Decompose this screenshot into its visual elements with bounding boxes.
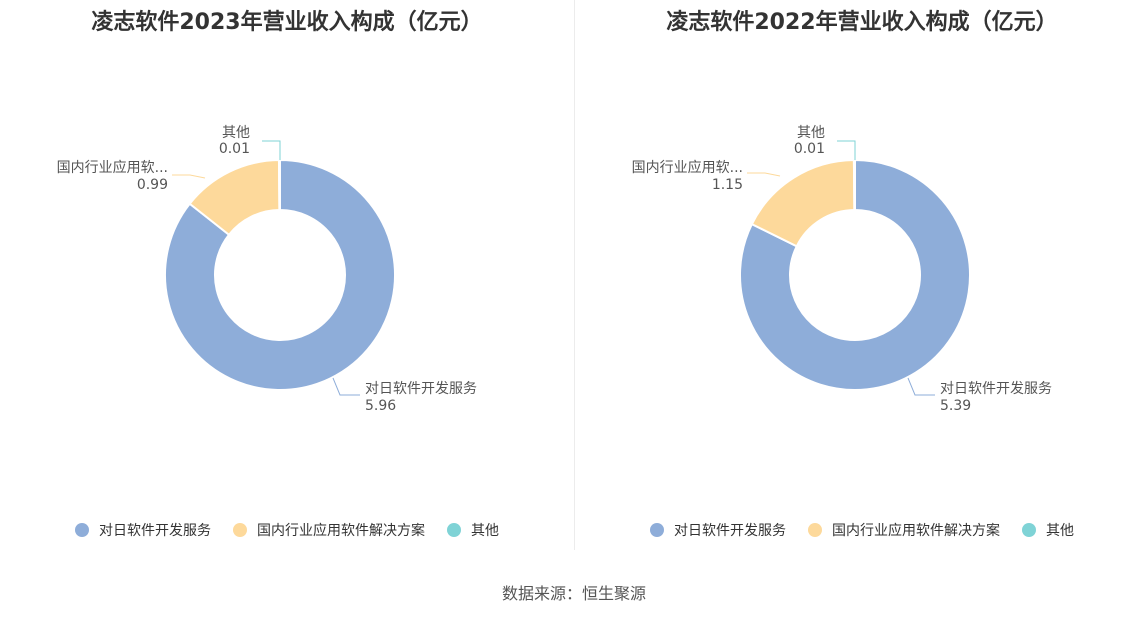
slice-label-other: 其他 [797,125,825,141]
slice-value-domestic-solutions: 1.15 [712,177,743,193]
legend-item-domestic-solutions[interactable]: 国内行业应用软件解决方案 [233,520,425,540]
legend-label: 国内行业应用软件解决方案 [257,523,425,539]
legend-marker [1022,523,1036,537]
legend-label: 其他 [1046,523,1074,539]
legend: 对日软件开发服务 国内行业应用软件解决方案 其他 [575,520,1148,540]
data-source: 数据来源：恒生聚源 [501,584,646,603]
legend-marker [808,523,822,537]
chart-panel-2023: 凌志软件2023年营业收入构成（亿元） 对日软件开发服务 5.96 国内行业应用软.… [0,0,574,560]
legend: 对日软件开发服务 国内行业应用软件解决方案 其他 [0,520,574,540]
chart-panel-2022: 凌志软件2022年营业收入构成（亿元） 对日软件开发服务 5.39 国内行业应用软.… [575,0,1148,560]
legend-label: 国内行业应用软件解决方案 [832,523,1000,539]
slice-label-other: 其他 [222,125,250,141]
slice-value-other: 0.01 [794,141,825,157]
legend-label: 其他 [471,523,499,539]
legend-marker [447,523,461,537]
leader-line-other [837,140,856,160]
legend-item-japan-software[interactable]: 对日软件开发服务 [650,520,786,540]
slice-other[interactable] [852,158,856,212]
slice-value-other: 0.01 [219,141,250,157]
leader-line-japan-software [907,377,935,396]
leader-line-other [262,140,281,160]
legend-marker [233,523,247,537]
slice-other[interactable] [277,158,281,212]
legend-item-other[interactable]: 其他 [447,520,499,540]
legend-label: 对日软件开发服务 [674,523,786,539]
slice-label-japan-software: 对日软件开发服务 [940,381,1052,397]
chart-title: 凌志软件2023年营业收入构成（亿元） [91,10,483,35]
slice-value-domestic-solutions: 0.99 [137,177,168,193]
legend-marker [75,523,89,537]
legend-item-other[interactable]: 其他 [1022,520,1074,540]
slice-japan-software[interactable] [164,158,396,391]
legend-item-japan-software[interactable]: 对日软件开发服务 [75,520,211,540]
slice-value-japan-software: 5.96 [365,398,396,414]
legend-marker [650,523,664,537]
leader-line-japan-software [332,377,360,396]
legend-label: 对日软件开发服务 [99,523,211,539]
legend-item-domestic-solutions[interactable]: 国内行业应用软件解决方案 [808,520,1000,540]
chart-title: 凌志软件2022年营业收入构成（亿元） [666,10,1058,35]
slice-label-domestic-solutions: 国内行业应用软... [57,159,168,176]
leader-line-domestic-solutions [172,174,206,179]
slice-japan-software[interactable] [739,158,971,391]
slice-label-japan-software: 对日软件开发服务 [365,381,477,397]
leader-line-domestic-solutions [747,172,781,177]
slice-value-japan-software: 5.39 [940,398,971,414]
slice-label-domestic-solutions: 国内行业应用软... [632,159,743,176]
panel-divider [574,0,575,550]
